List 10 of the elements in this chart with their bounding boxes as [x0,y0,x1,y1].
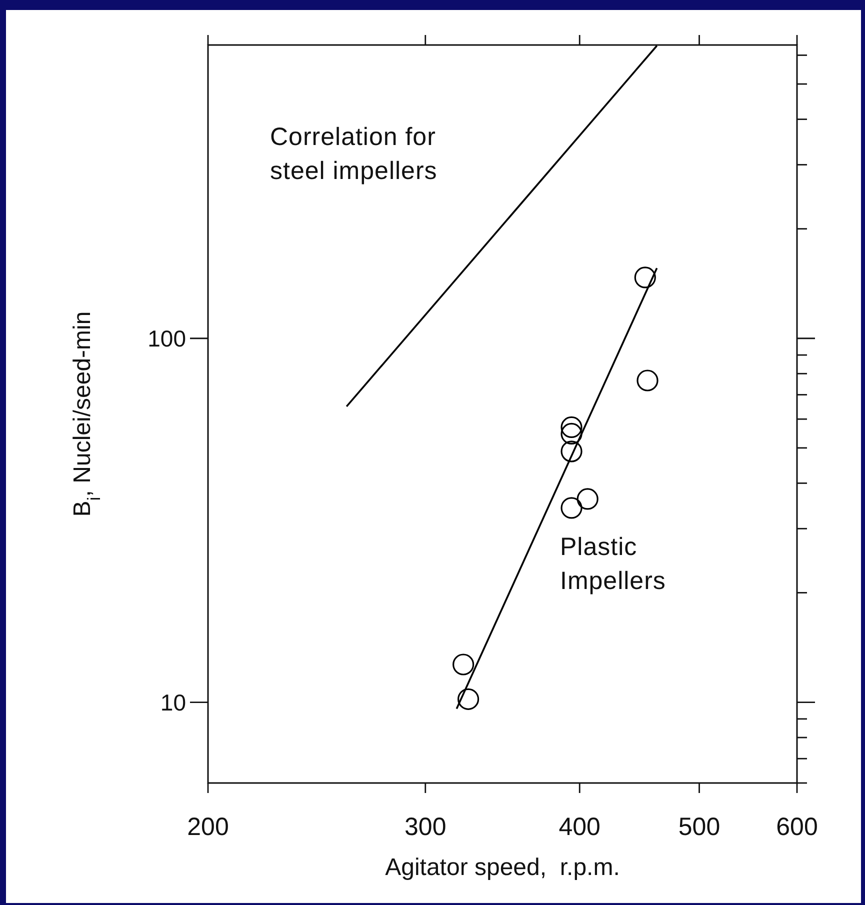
annotation: Correlation for steel impellers [270,123,438,185]
y-tick-label: 100 [148,325,186,352]
x-tick-label: 400 [558,813,600,841]
x-tick-label: 500 [678,813,720,841]
x-axis-title: Agitator speed, r.p.m. [385,854,620,881]
x-tick-label: 600 [776,813,818,841]
x-tick-label: 300 [404,813,446,841]
y-tick-label: 10 [160,689,186,716]
annotation: Plastic Impellers [560,533,666,595]
x-tick-label: 200 [187,813,229,841]
